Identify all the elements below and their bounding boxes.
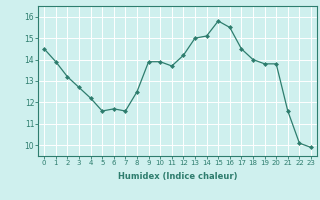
X-axis label: Humidex (Indice chaleur): Humidex (Indice chaleur) [118, 172, 237, 181]
